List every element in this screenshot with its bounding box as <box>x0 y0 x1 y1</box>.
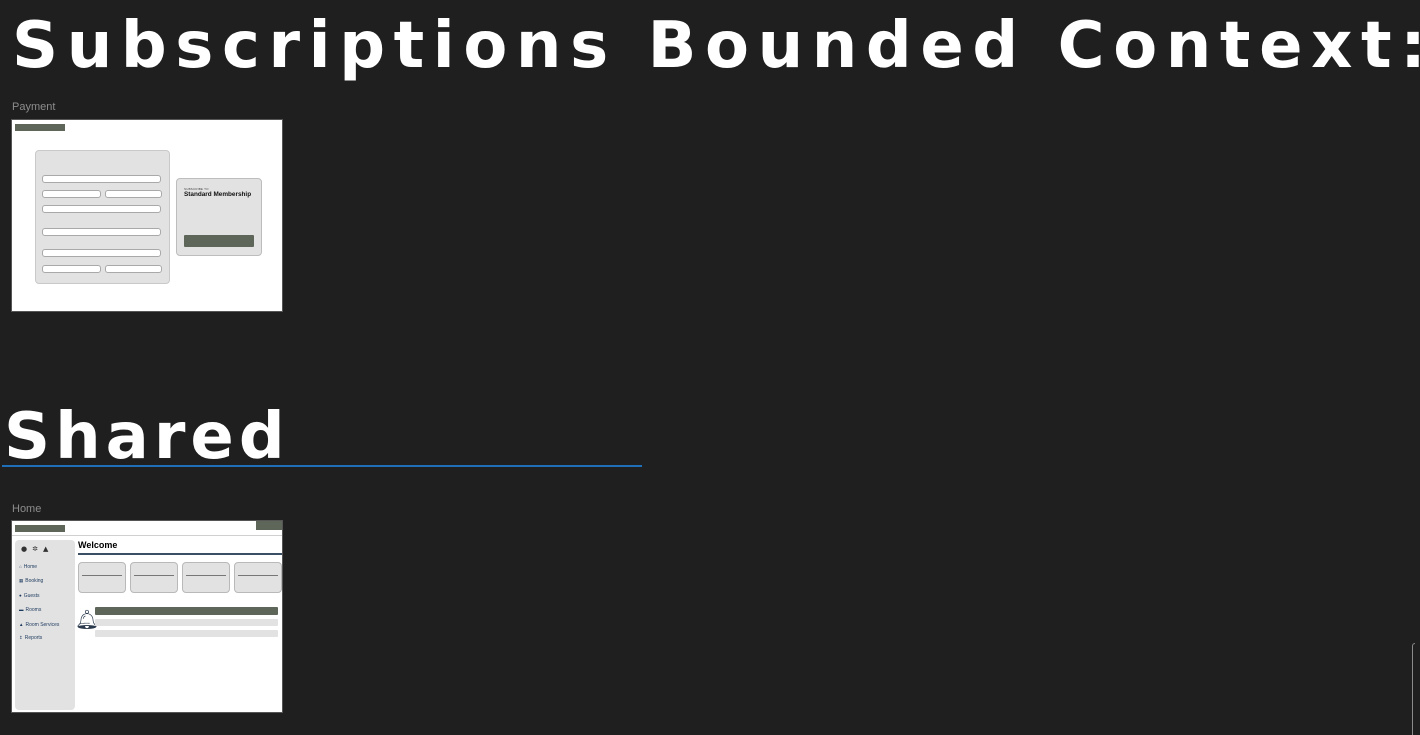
zip-field[interactable] <box>105 265 162 273</box>
subscriptions-section-title: Subscriptions Bounded Context: <box>12 9 1420 83</box>
welcome-divider <box>78 553 282 555</box>
sidebar-item-guests[interactable]: ● Guests <box>19 593 40 599</box>
notification-bell-icon[interactable]: 🔔︎ <box>75 609 100 631</box>
subscription-summary-card: SUBSCRIBE TO Standard Membership <box>176 178 262 256</box>
shared-title-underline <box>2 465 642 467</box>
sidebar-item-rooms[interactable]: ▬ Rooms <box>19 607 42 613</box>
user-icon[interactable]: ● <box>21 545 33 553</box>
sidebar-item-booking[interactable]: ▦ Booking <box>19 578 44 584</box>
city-field[interactable] <box>42 249 161 257</box>
header-action-button[interactable] <box>256 521 282 530</box>
card-number-field[interactable] <box>42 190 101 198</box>
stat-card[interactable] <box>182 562 230 593</box>
card-expiry-field[interactable] <box>105 190 162 198</box>
card-name-field[interactable] <box>42 175 161 183</box>
chart-icon: ↥ <box>19 635 23 640</box>
bell-icon[interactable]: ▲ <box>42 545 54 553</box>
subscribe-kicker: SUBSCRIBE TO <box>184 187 209 191</box>
users-icon: ● <box>19 593 22 598</box>
logo-placeholder <box>15 525 65 532</box>
shared-section-title: Shared <box>4 400 290 474</box>
header-divider <box>12 535 282 536</box>
notification-row <box>95 619 278 626</box>
bell-service-icon: ▲ <box>19 622 24 627</box>
home-frame-label[interactable]: Home <box>12 503 42 515</box>
logo-placeholder <box>15 124 65 131</box>
notification-header-bar <box>95 607 278 615</box>
home-frame[interactable]: ●✲▲ ⌂ Home ▦ Booking ● Guests ▬ Rooms ▲ Room … <box>11 520 283 713</box>
sidebar-item-room-services[interactable]: ▲ Room Services <box>19 622 60 628</box>
plan-name: Standard Membership <box>184 191 252 198</box>
sidebar-item-home[interactable]: ⌂ Home <box>19 564 38 570</box>
payment-frame[interactable]: SUBSCRIBE TO Standard Membership <box>11 119 283 312</box>
payment-frame-label[interactable]: Payment <box>12 101 56 113</box>
stat-card[interactable] <box>234 562 282 593</box>
home-icon: ⌂ <box>19 564 22 569</box>
payment-form-card <box>35 150 170 284</box>
sidebar-item-reports[interactable]: ↥ Reports <box>19 635 43 641</box>
email-field[interactable] <box>42 205 161 213</box>
address-field[interactable] <box>42 228 161 236</box>
bed-icon: ▬ <box>19 607 24 612</box>
welcome-heading: Welcome <box>78 540 118 550</box>
scrollbar[interactable] <box>1412 643 1415 735</box>
stat-card[interactable] <box>78 562 126 593</box>
notification-row <box>95 630 278 637</box>
sidebar-icon-row: ●✲▲ <box>21 545 53 553</box>
stat-card[interactable] <box>130 562 178 593</box>
state-field[interactable] <box>42 265 101 273</box>
gear-icon[interactable]: ✲ <box>32 545 43 553</box>
subscribe-button[interactable] <box>184 235 254 247</box>
sidebar: ●✲▲ ⌂ Home ▦ Booking ● Guests ▬ Rooms ▲ Room … <box>15 540 75 710</box>
calendar-icon: ▦ <box>19 578 24 583</box>
